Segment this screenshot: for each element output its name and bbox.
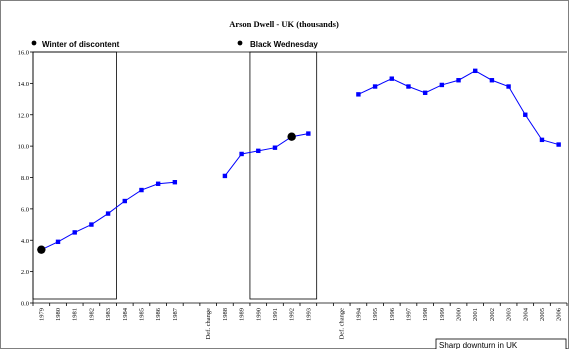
series-line-segment xyxy=(224,133,309,177)
annotation-black-wednesday: Black Wednesday xyxy=(250,40,318,49)
y-tick-label: 12.0 xyxy=(18,112,29,119)
highlight-point xyxy=(37,245,46,254)
annotation-sharp-downturn: Sharp downturn in UK xyxy=(439,341,518,349)
data-point xyxy=(222,173,228,179)
x-tick-label: 2002 xyxy=(489,308,496,321)
data-point xyxy=(72,230,77,235)
x-tick-label: 1989 xyxy=(239,308,246,321)
data-point xyxy=(389,76,394,81)
data-point xyxy=(489,78,495,83)
x-tick-label: Def. change xyxy=(339,308,346,340)
data-point xyxy=(122,198,127,204)
data-point xyxy=(473,68,478,74)
data-point xyxy=(139,187,144,193)
x-tick-label: 1982 xyxy=(88,308,95,321)
data-point xyxy=(456,78,461,83)
x-tick-label: 1990 xyxy=(255,308,262,321)
x-tick-label: 2005 xyxy=(539,308,546,321)
x-tick-label: 1980 xyxy=(55,308,62,321)
data-point xyxy=(523,112,528,117)
y-tick-label: 14.0 xyxy=(18,81,29,88)
data-point xyxy=(406,84,411,89)
x-tick-label: 2004 xyxy=(522,307,529,321)
x-tick-label: 1996 xyxy=(389,307,396,321)
series-markers xyxy=(37,68,561,254)
y-tick-label: 0.0 xyxy=(21,301,29,308)
data-point xyxy=(89,222,94,227)
plot-area xyxy=(32,51,567,304)
x-tick-label: 1992 xyxy=(289,308,296,321)
x-tick-label: 1994 xyxy=(355,307,362,321)
x-tick-label: 2000 xyxy=(456,308,463,321)
data-point xyxy=(439,82,445,88)
series-line-segment xyxy=(41,181,175,251)
x-tick-label: 2006 xyxy=(556,307,563,321)
highlight-point xyxy=(287,132,296,141)
x-tick-label: 1987 xyxy=(172,307,179,321)
data-point xyxy=(256,148,261,154)
x-tick-label: 1986 xyxy=(155,307,162,321)
x-tick-label: 1981 xyxy=(72,308,79,321)
annotation-winter-of-discontent: Winter of discontent xyxy=(42,40,120,49)
y-tick-label: 4.0 xyxy=(21,238,29,245)
data-point xyxy=(105,211,111,216)
data-point xyxy=(172,180,178,185)
x-tick-label: 1979 xyxy=(38,308,45,321)
chart-title: Arson Dwell - UK (thousands) xyxy=(229,19,339,29)
data-point xyxy=(372,84,378,89)
x-tick-label: 1998 xyxy=(422,308,429,321)
annotations: Winter of discontent Black Wednesday Sha… xyxy=(31,40,567,349)
x-tick-label: 1988 xyxy=(222,308,229,321)
data-point xyxy=(506,84,511,89)
x-tick-label: 2003 xyxy=(506,308,513,321)
period-boxes xyxy=(32,51,318,300)
x-tick-label: 1999 xyxy=(439,308,446,321)
y-tick-label: 8.0 xyxy=(21,175,29,182)
annotation-box xyxy=(435,338,567,349)
annotation-bullet-icon xyxy=(237,40,243,46)
data-point xyxy=(239,151,244,157)
annotation-bullet-icon xyxy=(31,40,37,46)
series-lines xyxy=(41,70,559,251)
x-tick-label: 1985 xyxy=(138,308,145,321)
data-point xyxy=(306,131,311,136)
data-point xyxy=(55,239,61,245)
y-axis: 0.0 2.0 4.0 6.0 8.0 10.0 12.0 14.0 16.0 xyxy=(18,50,33,308)
x-tick-label: 1983 xyxy=(105,308,112,321)
x-tick-label: 1995 xyxy=(372,308,379,321)
data-point xyxy=(155,181,161,186)
x-tick-label: Def. change xyxy=(205,308,212,340)
data-point xyxy=(422,90,428,95)
y-tick-label: 2.0 xyxy=(21,269,29,276)
x-tick-label: 1993 xyxy=(305,308,312,321)
data-point xyxy=(356,92,361,97)
x-axis: 1979 1980 1981 1982 1983 1984 1985 1986 1987 Def.… xyxy=(32,303,568,340)
y-tick-label: 16.0 xyxy=(18,50,29,57)
data-point xyxy=(556,142,561,147)
y-tick-label: 10.0 xyxy=(18,144,29,151)
y-tick-label: 6.0 xyxy=(21,206,29,213)
x-tick-label: 1997 xyxy=(405,307,412,321)
data-point xyxy=(272,145,278,150)
period-box xyxy=(32,51,117,300)
data-point xyxy=(539,137,545,143)
x-tick-label: 1991 xyxy=(272,308,279,321)
period-box xyxy=(249,51,318,300)
x-tick-label: 1984 xyxy=(122,307,129,321)
x-tick-label: 2001 xyxy=(472,308,479,321)
